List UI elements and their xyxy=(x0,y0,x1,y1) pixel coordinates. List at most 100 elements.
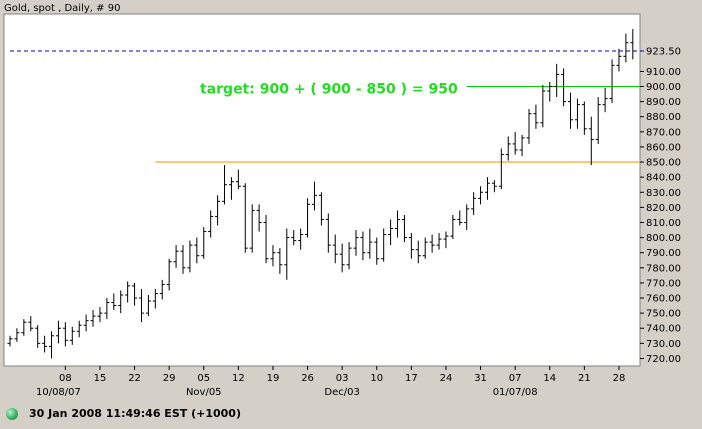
x-tick-label: 12 xyxy=(232,373,245,384)
ohlc-bar xyxy=(561,68,567,107)
ohlc-bar xyxy=(464,204,470,231)
ohlc-bar xyxy=(270,245,276,267)
ohlc-bar xyxy=(554,63,560,98)
ohlc-bar xyxy=(263,214,269,264)
x-month-label: 10/08/07 xyxy=(36,387,81,398)
ohlc-bar xyxy=(478,186,484,205)
chart-title: Gold, spot , Daily, # 90 xyxy=(4,3,120,14)
ohlc-bar xyxy=(602,88,608,113)
x-tick-label: 15 xyxy=(94,373,107,384)
ohlc-bar xyxy=(422,237,428,259)
ohlc-bar xyxy=(97,307,103,323)
y-tick-label: 830.00 xyxy=(646,188,681,199)
ohlc-bar xyxy=(76,320,82,338)
ohlc-bar xyxy=(104,298,110,320)
y-tick-label: 810.00 xyxy=(646,218,681,229)
ohlc-bar xyxy=(346,242,352,270)
ohlc-bar xyxy=(125,281,131,303)
y-tick-label: 900.00 xyxy=(646,82,681,93)
ohlc-bar xyxy=(228,177,234,200)
y-tick-label: 923.50 xyxy=(646,47,681,58)
annotation-layer: target: 900 + ( 900 - 850 ) = 950 xyxy=(200,82,458,98)
x-axis: 08 15 22 29 05 12 19 26 03 10 17 24 31 07 14 21 28 10/08/… xyxy=(36,366,625,398)
y-tick-label: 800.00 xyxy=(646,233,681,244)
ohlc-bar xyxy=(498,148,504,190)
x-tick-label: 14 xyxy=(543,373,556,384)
ohlc-bar xyxy=(145,294,151,317)
x-tick-label: 24 xyxy=(440,373,453,384)
ohlc-bar xyxy=(21,319,27,336)
ohlc-bar xyxy=(49,331,55,359)
target-annotation: target: 900 + ( 900 - 850 ) = 950 xyxy=(200,82,458,98)
x-tick-label: 03 xyxy=(336,373,349,384)
ohlc-bar xyxy=(83,314,89,332)
ohlc-bar xyxy=(401,214,407,243)
ohlc-bar xyxy=(215,195,221,226)
ohlc-bar xyxy=(568,92,574,129)
ohlc-bar xyxy=(242,183,248,253)
ohlc-bar xyxy=(429,234,435,253)
y-tick-label: 840.00 xyxy=(646,173,681,184)
ohlc-bar xyxy=(623,33,629,63)
y-tick-label: 820.00 xyxy=(646,203,681,214)
ohlc-bar xyxy=(249,204,255,253)
ohlc-bar xyxy=(235,169,241,190)
ohlc-bar xyxy=(111,293,117,311)
x-month-label: Nov/05 xyxy=(186,387,222,398)
y-tick-label: 880.00 xyxy=(646,112,681,123)
x-month-label: 01/07/08 xyxy=(493,387,538,398)
y-tick-label: 780.00 xyxy=(646,263,681,274)
x-tick-label: 17 xyxy=(405,373,418,384)
ohlc-bar xyxy=(118,290,124,314)
ohlc-bar xyxy=(62,322,68,347)
x-tick-label: 22 xyxy=(128,373,141,384)
ohlc-bar xyxy=(588,116,594,166)
y-tick-label: 720.00 xyxy=(646,354,681,365)
ohlc-bar xyxy=(180,245,186,274)
ohlc-bar xyxy=(311,181,317,211)
ohlc-bar xyxy=(284,228,290,280)
ohlc-bar xyxy=(533,104,539,129)
x-tick-label: 28 xyxy=(613,373,626,384)
ohlc-bar xyxy=(325,213,331,253)
ohlc-bar xyxy=(332,234,338,264)
ohlc-bar xyxy=(360,231,366,261)
ohlc-bar xyxy=(35,325,41,348)
x-tick-label: 26 xyxy=(301,373,314,384)
ohlc-bar xyxy=(222,165,228,205)
ohlc-bar xyxy=(353,230,359,256)
ohlc-bar xyxy=(166,258,172,291)
ohlc-bar xyxy=(159,279,165,300)
x-tick-label: 31 xyxy=(474,373,487,384)
ohlc-bar xyxy=(194,237,200,264)
ohlc-bar xyxy=(491,180,497,193)
ohlc-bar xyxy=(408,233,414,259)
ohlc-bar xyxy=(547,81,553,102)
y-tick-label: 910.00 xyxy=(646,67,681,78)
y-tick-label: 860.00 xyxy=(646,142,681,153)
y-tick-label: 740.00 xyxy=(646,324,681,335)
x-tick-label: 29 xyxy=(163,373,176,384)
ohlc-bar xyxy=(388,219,394,246)
ohlc-bar xyxy=(208,210,214,238)
ohlc-bar xyxy=(484,177,490,200)
chart: Gold, spot , Daily, # 90 target: 900 + (… xyxy=(3,3,681,398)
y-tick-label: 870.00 xyxy=(646,127,681,138)
ohlc-bar xyxy=(42,335,48,353)
ohlc-bar xyxy=(201,227,207,259)
x-tick-label: 07 xyxy=(509,373,522,384)
y-tick-label: 750.00 xyxy=(646,309,681,320)
ohlc-bar xyxy=(457,210,463,226)
ohlc-bar xyxy=(318,192,324,226)
ohlc-bar xyxy=(256,204,262,232)
x-tick-label: 21 xyxy=(578,373,591,384)
ohlc-bar xyxy=(14,328,20,342)
ohlc-bar xyxy=(305,198,311,238)
ohlc-bar xyxy=(339,243,345,273)
ohlc-bar xyxy=(526,109,532,144)
y-tick-label: 890.00 xyxy=(646,97,681,108)
ohlc-bar xyxy=(540,85,546,128)
ohlc-bar xyxy=(512,131,518,155)
ohlc-bar xyxy=(298,228,304,250)
ohlc-bar xyxy=(291,230,297,246)
